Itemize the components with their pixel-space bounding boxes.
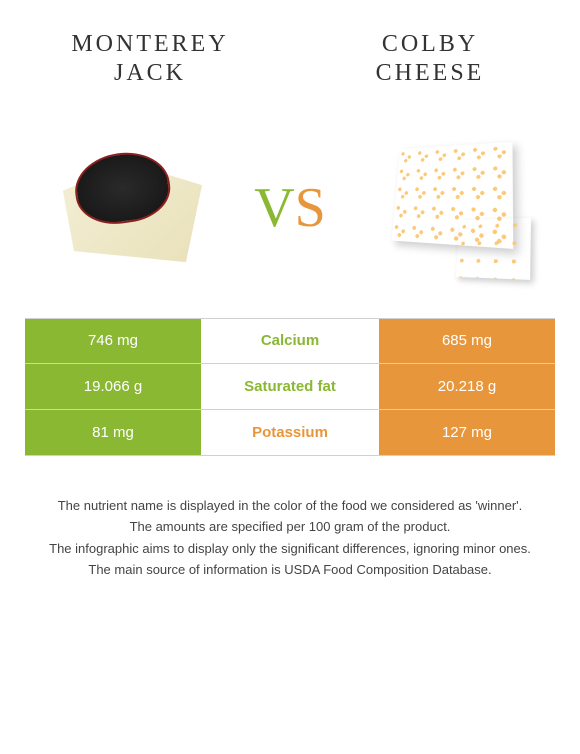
vs-v-letter: V <box>254 177 294 239</box>
monterey-jack-image <box>30 128 230 288</box>
cell-left-value: 746 mg <box>25 319 201 363</box>
left-title-line1: MONTEREY <box>71 31 228 57</box>
comparison-table: 746 mgCalcium685 mg19.066 gSaturated fat… <box>25 318 555 456</box>
footnote-line: The nutrient name is displayed in the co… <box>40 496 540 516</box>
cell-right-value: 127 mg <box>379 410 555 455</box>
vs-s-letter: S <box>295 177 326 239</box>
right-title-line1: COLBY <box>382 31 478 57</box>
cell-nutrient-label: Calcium <box>201 319 379 363</box>
images-row: VS <box>0 98 580 318</box>
table-row: 81 mgPotassium127 mg <box>25 410 555 456</box>
left-title: MONTEREY JACK <box>50 30 250 88</box>
cell-right-value: 20.218 g <box>379 364 555 409</box>
cell-nutrient-label: Potassium <box>201 410 379 455</box>
table-row: 746 mgCalcium685 mg <box>25 318 555 364</box>
right-title: COLBY CHEESE <box>330 30 530 88</box>
vs-badge: VS <box>254 176 326 240</box>
table-row: 19.066 gSaturated fat20.218 g <box>25 364 555 410</box>
header: MONTEREY JACK COLBY CHEESE <box>0 0 580 98</box>
colby-cheese-image <box>350 128 550 288</box>
left-title-line2: JACK <box>114 60 186 86</box>
footnote-line: The infographic aims to display only the… <box>40 539 540 559</box>
cell-right-value: 685 mg <box>379 319 555 363</box>
cell-nutrient-label: Saturated fat <box>201 364 379 409</box>
footnote-line: The main source of information is USDA F… <box>40 560 540 580</box>
cell-left-value: 81 mg <box>25 410 201 455</box>
footnote-line: The amounts are specified per 100 gram o… <box>40 517 540 537</box>
footnotes: The nutrient name is displayed in the co… <box>0 456 580 602</box>
cell-left-value: 19.066 g <box>25 364 201 409</box>
right-title-line2: CHEESE <box>376 60 485 86</box>
